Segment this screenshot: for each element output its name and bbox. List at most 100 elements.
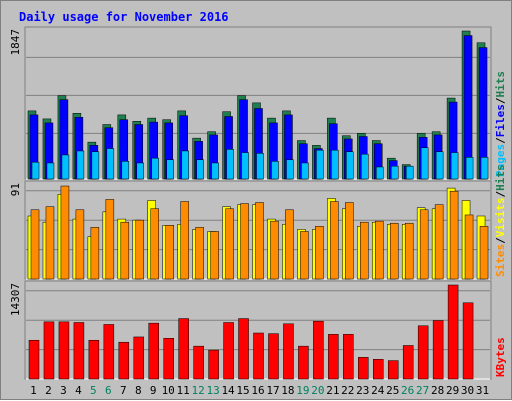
bar-pages-day-13 bbox=[211, 162, 219, 180]
bar-sites-day-29 bbox=[449, 190, 459, 280]
bar-pages-day-6 bbox=[106, 148, 115, 180]
bar-pages-day-22 bbox=[346, 151, 354, 180]
bar-kbytes-day-3 bbox=[58, 321, 70, 380]
bar-pages-day-30 bbox=[465, 157, 474, 180]
legend-entry-kbytes: KBytes bbox=[494, 337, 507, 377]
legend-entry-separator: / bbox=[494, 237, 507, 244]
legend-entry-sites: Sites bbox=[494, 244, 507, 277]
bar-pages-day-9 bbox=[151, 157, 159, 180]
legend-entry-separator: / bbox=[494, 191, 507, 198]
bar-pages-day-7 bbox=[121, 161, 130, 180]
x-tick-label-day-20: 20 bbox=[311, 384, 324, 397]
bar-sites-day-25 bbox=[389, 222, 399, 280]
bar-kbytes-day-11 bbox=[178, 318, 189, 380]
x-tick-label-day-17: 17 bbox=[266, 384, 279, 397]
legend-entry-pages: Pages bbox=[494, 144, 507, 177]
legend-entry-separator: / bbox=[494, 137, 507, 144]
bar-sites-day-19 bbox=[300, 231, 309, 280]
bar-pages-day-23 bbox=[361, 153, 369, 180]
bar-sites-day-6 bbox=[105, 199, 115, 280]
bar-sites-day-7 bbox=[120, 221, 130, 280]
bar-kbytes-day-8 bbox=[133, 336, 145, 380]
x-tick-label-day-15: 15 bbox=[236, 384, 249, 397]
x-tick-label-day-11: 11 bbox=[177, 384, 190, 397]
bar-pages-day-26 bbox=[405, 165, 414, 180]
x-tick-label-day-7: 7 bbox=[120, 384, 127, 397]
bar-kbytes-day-4 bbox=[73, 322, 85, 380]
x-tick-label-day-2: 2 bbox=[45, 384, 52, 397]
bar-pages-day-25 bbox=[390, 165, 399, 180]
bar-sites-day-1 bbox=[30, 209, 40, 280]
x-tick-label-day-6: 6 bbox=[105, 384, 112, 397]
bar-pages-day-12 bbox=[196, 159, 204, 180]
bar-kbytes-day-16 bbox=[253, 332, 264, 380]
bar-sites-day-4 bbox=[75, 209, 85, 280]
bar-sites-day-14 bbox=[225, 208, 234, 280]
x-tick-label-day-1: 1 bbox=[30, 384, 37, 397]
legend-entry-separator: / bbox=[494, 97, 507, 104]
bar-kbytes-day-7 bbox=[118, 341, 130, 380]
x-tick-label-day-25: 25 bbox=[386, 384, 399, 397]
bar-pages-day-24 bbox=[376, 166, 384, 180]
bar-kbytes-day-15 bbox=[238, 318, 249, 380]
bar-kbytes-day-19 bbox=[298, 345, 309, 380]
x-tick-label-day-19: 19 bbox=[296, 384, 309, 397]
bar-pages-day-19 bbox=[301, 162, 309, 180]
bar-pages-day-11 bbox=[181, 150, 189, 180]
x-tick-label-day-9: 9 bbox=[150, 384, 157, 397]
bar-kbytes-day-30 bbox=[462, 302, 474, 380]
bar-pages-day-10 bbox=[166, 159, 174, 180]
bar-kbytes-day-25 bbox=[387, 360, 399, 380]
x-tick-label-day-5: 5 bbox=[90, 384, 97, 397]
bar-sites-day-10 bbox=[165, 225, 174, 280]
y-max-label-bottom: 14307 bbox=[9, 283, 22, 316]
bar-sites-day-23 bbox=[360, 221, 369, 280]
legend-entry-hits: Hits bbox=[494, 71, 507, 98]
x-tick-label-day-28: 28 bbox=[431, 384, 444, 397]
legend-entry-files: Files bbox=[494, 104, 507, 137]
x-tick-label-day-10: 10 bbox=[162, 384, 175, 397]
x-tick-label-day-16: 16 bbox=[251, 384, 264, 397]
bar-pages-day-21 bbox=[331, 149, 339, 180]
bar-pages-day-16 bbox=[256, 153, 264, 180]
bar-sites-day-8 bbox=[135, 219, 145, 280]
bar-sites-day-31 bbox=[479, 226, 489, 280]
bar-pages-day-3 bbox=[61, 154, 70, 180]
bar-kbytes-day-17 bbox=[268, 333, 279, 380]
x-tick-label-day-3: 3 bbox=[60, 384, 67, 397]
x-tick-label-day-8: 8 bbox=[135, 384, 142, 397]
legend-middle: Sites/Visits/Hits bbox=[494, 164, 507, 277]
bar-sites-day-18 bbox=[285, 209, 294, 280]
bar-kbytes-day-29 bbox=[447, 284, 459, 380]
bar-kbytes-day-22 bbox=[343, 334, 354, 380]
bar-kbytes-day-28 bbox=[432, 320, 444, 380]
x-tick-label-day-31: 31 bbox=[476, 384, 489, 397]
bar-pages-day-1 bbox=[31, 161, 40, 180]
bar-kbytes-day-20 bbox=[313, 320, 324, 380]
bar-sites-day-27 bbox=[419, 209, 429, 280]
x-tick-label-day-21: 21 bbox=[326, 384, 339, 397]
bar-kbytes-day-26 bbox=[402, 345, 414, 380]
bar-sites-day-17 bbox=[270, 220, 279, 280]
bar-sites-day-26 bbox=[404, 222, 414, 280]
bar-kbytes-day-10 bbox=[163, 338, 174, 380]
x-tick-label-day-23: 23 bbox=[356, 384, 369, 397]
bar-kbytes-day-5 bbox=[88, 339, 100, 380]
bar-sites-day-12 bbox=[195, 227, 204, 280]
x-tick-label-day-13: 13 bbox=[206, 384, 219, 397]
bar-sites-day-30 bbox=[464, 214, 474, 280]
bar-sites-day-28 bbox=[434, 204, 444, 280]
bar-kbytes-day-13 bbox=[208, 349, 219, 380]
bar-kbytes-day-14 bbox=[223, 322, 234, 380]
bar-pages-day-8 bbox=[136, 162, 145, 180]
legend-top: Pages/Files/Hits bbox=[494, 71, 507, 177]
bar-sites-day-9 bbox=[150, 208, 159, 280]
bar-sites-day-3 bbox=[60, 185, 70, 280]
bar-sites-day-21 bbox=[330, 201, 339, 280]
bar-pages-day-31 bbox=[480, 157, 489, 180]
x-tick-label-day-4: 4 bbox=[75, 384, 82, 397]
bar-kbytes-day-2 bbox=[43, 321, 55, 380]
bar-sites-day-2 bbox=[45, 206, 55, 280]
bar-sites-day-24 bbox=[375, 220, 384, 280]
bar-pages-day-28 bbox=[435, 151, 444, 180]
